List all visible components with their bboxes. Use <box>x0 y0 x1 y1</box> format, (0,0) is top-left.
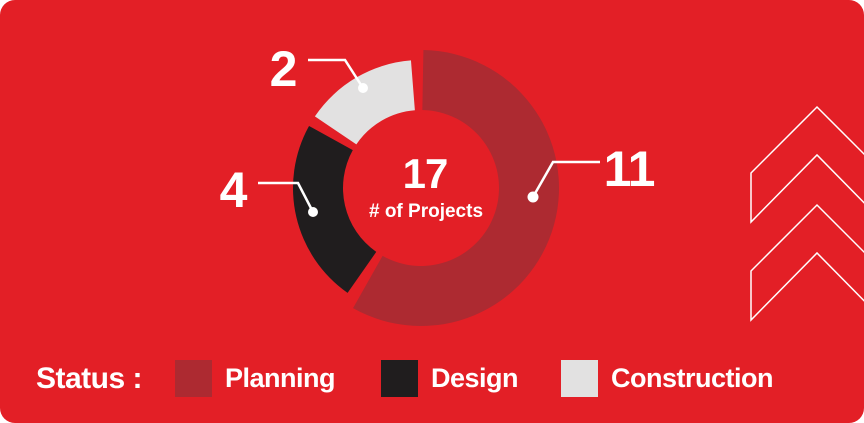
legend-item-construction[interactable]: Construction <box>561 360 774 397</box>
callout-value-planning: 11 <box>603 141 656 197</box>
callout-value-design: 4 <box>219 162 248 218</box>
donut-segment-design[interactable] <box>292 125 377 293</box>
chevron-up-icon <box>750 203 864 322</box>
callout-value-construction: 2 <box>269 41 298 97</box>
construction-swatch <box>561 360 598 397</box>
legend: Status : Planning Design Construction <box>0 360 864 397</box>
legend-label-planning: Planning <box>225 363 336 393</box>
legend-item-design[interactable]: Design <box>381 360 519 397</box>
legend-label-design: Design <box>431 363 519 393</box>
donut-center-total: 17 <box>402 150 449 197</box>
legend-item-planning[interactable]: Planning <box>175 360 336 397</box>
donut-center-label: # of Projects <box>368 201 484 222</box>
donut-segment-construction[interactable] <box>314 60 415 145</box>
planning-swatch <box>175 360 212 397</box>
callout-line-design <box>258 181 315 213</box>
callout-lines <box>258 58 600 213</box>
chevron-up-icon <box>750 105 864 224</box>
callout-dot-design <box>308 207 318 217</box>
chevron-up-icon <box>750 105 864 322</box>
donut-segments <box>292 50 560 326</box>
design-swatch <box>381 360 418 397</box>
callout-line-planning <box>531 160 600 198</box>
callout-dot-planning <box>527 191 539 203</box>
legend-label-construction: Construction <box>611 363 774 393</box>
donut-segment-planning[interactable] <box>353 50 560 326</box>
callout-dots <box>308 83 539 217</box>
callout-dot-construction <box>358 83 368 93</box>
legend-title: Status : <box>36 361 143 395</box>
callout-line-construction <box>308 58 365 89</box>
